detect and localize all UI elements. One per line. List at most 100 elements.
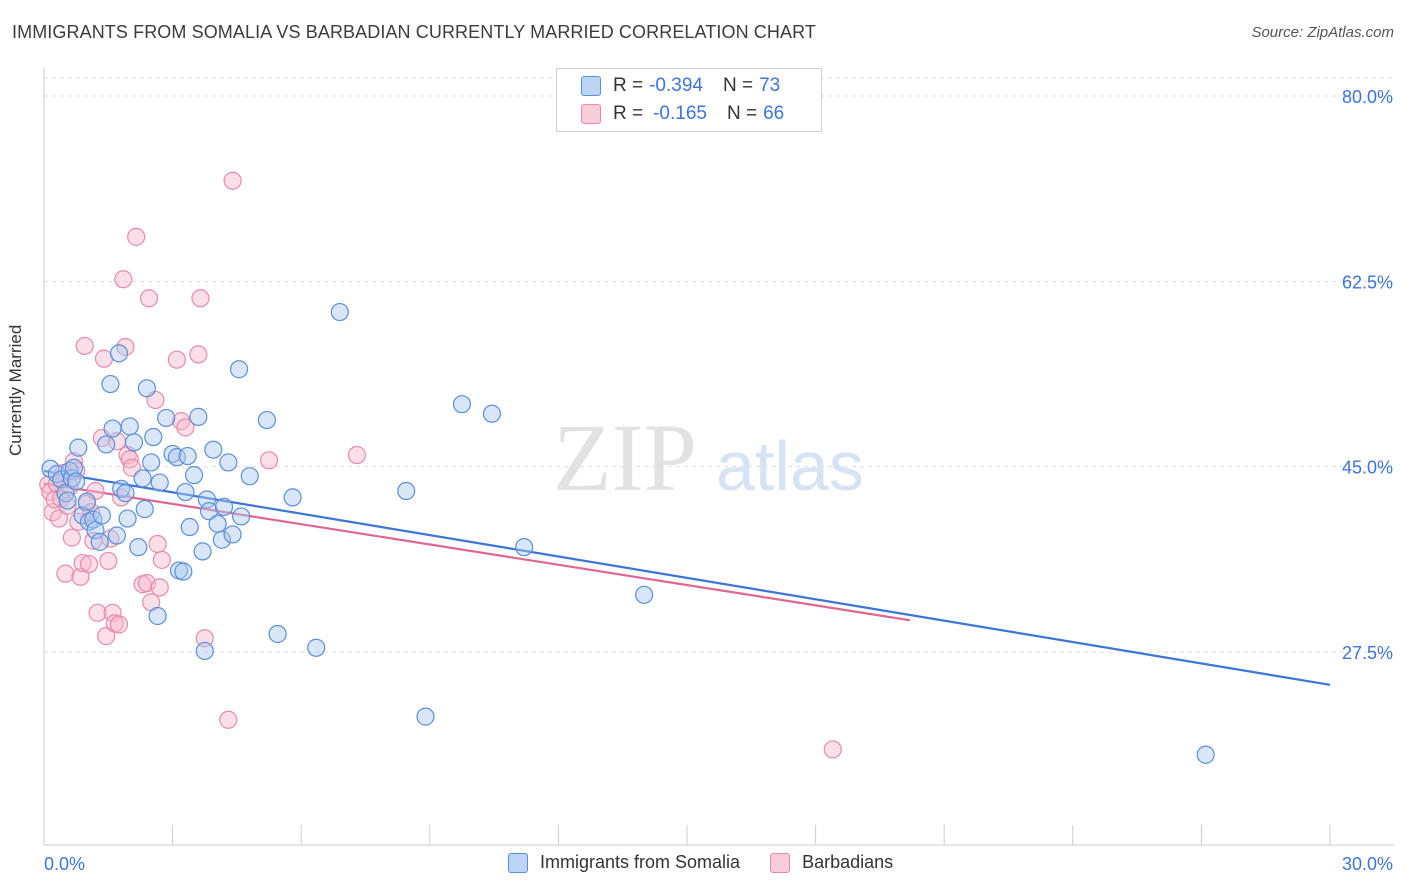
somalia-point	[142, 453, 161, 472]
somalia-point	[184, 466, 204, 485]
legend-item-somalia[interactable]: Immigrants from Somalia	[508, 852, 740, 873]
somalia-point	[157, 408, 176, 428]
somalia-point	[69, 438, 88, 457]
barbadian-point	[139, 289, 159, 308]
legend-item-barbadians[interactable]: Barbadians	[770, 852, 893, 873]
somalia-point	[219, 453, 238, 472]
barbadian-point	[99, 551, 118, 571]
legend-swatch-blue	[581, 76, 601, 96]
legend-swatch-pink	[770, 852, 791, 873]
somalia-point	[129, 538, 148, 557]
barbadian-point	[189, 345, 208, 364]
axes	[43, 68, 1394, 846]
chart-title: IMMIGRANTS FROM SOMALIA VS BARBADIAN CUR…	[12, 22, 816, 42]
y-tick-label: 45.0%	[1342, 458, 1393, 478]
trend-lines	[43, 469, 1331, 686]
y-tick-label: 80.0%	[1342, 87, 1393, 107]
somalia-point	[118, 509, 137, 528]
somalia-point	[107, 526, 126, 545]
somalia-point	[229, 360, 249, 379]
barbadian-point	[823, 740, 842, 759]
y-tick-label: 27.5%	[1342, 643, 1393, 663]
barbadian-point	[176, 418, 195, 437]
somalia-point	[515, 538, 534, 557]
barbadian-point	[223, 171, 242, 190]
barbadian-point	[49, 509, 69, 528]
legend-label-barbadians: Barbadians	[802, 852, 894, 872]
legend-r-label: R =	[613, 103, 644, 124]
somalia-point	[124, 433, 144, 452]
watermark-atlas: atlas	[716, 427, 864, 505]
somalia-point	[482, 404, 502, 423]
barbadian-point	[88, 603, 107, 622]
y-axis-label: Currently Married	[6, 324, 25, 456]
legend-swatch-blue	[508, 852, 528, 873]
barbadian-point	[127, 227, 146, 246]
somalia-point	[148, 606, 167, 626]
somalia-point	[90, 532, 109, 551]
somalia-point	[180, 517, 199, 537]
barbadian-point	[259, 451, 279, 470]
somalia-point	[144, 427, 163, 447]
barbadian-point	[75, 336, 94, 356]
legend-row-barbadians: R = -0.165 N = 66	[581, 101, 784, 127]
somalia-point	[101, 374, 120, 394]
legend-r-label: R =	[613, 75, 644, 96]
legend-row-somalia: R = -0.394 N = 73	[581, 73, 780, 99]
somalia-point	[397, 481, 416, 501]
somalia-point	[97, 435, 116, 454]
somalia-point	[137, 379, 156, 398]
somalia-point	[58, 491, 77, 510]
somalia-point	[150, 473, 169, 492]
source-label: Source: ZipAtlas.com	[1251, 24, 1394, 41]
somalia-point	[330, 302, 349, 322]
legend-n-value: 66	[763, 103, 785, 124]
watermark: ZIP atlas	[553, 404, 864, 511]
somalia-point	[193, 542, 212, 561]
somalia-point	[109, 344, 129, 363]
barbadian-point	[71, 567, 90, 586]
legend-r-value: -0.165	[653, 103, 707, 124]
legend-r-value: -0.394	[649, 75, 703, 96]
tick-labels: 27.5% 45.0% 62.5% 80.0% 0.0% 30.0%	[44, 87, 1393, 874]
somalia-point	[64, 458, 84, 477]
barbadian-point	[347, 445, 367, 465]
somalia-point	[268, 624, 287, 644]
somalia-point	[283, 488, 302, 507]
somalia-point	[77, 492, 96, 511]
legend-n-label: N =	[726, 103, 758, 124]
somalia-point	[214, 497, 234, 517]
somalia-trend-line	[43, 469, 1331, 686]
somalia-point	[176, 482, 195, 502]
somalia-point	[116, 484, 135, 503]
somalia-point	[174, 562, 193, 581]
barbadian-point	[114, 270, 133, 289]
barbadian-point	[191, 289, 210, 308]
legend-n-value: 73	[759, 75, 781, 96]
somalia-point	[197, 490, 216, 509]
scatter-points	[39, 171, 1215, 764]
y-tick-label: 62.5%	[1342, 272, 1393, 292]
somalia-point	[199, 502, 219, 521]
barbadian-point	[150, 578, 169, 597]
somalia-point	[257, 410, 277, 430]
somalia-point	[223, 525, 242, 544]
barbadian-point	[56, 564, 75, 583]
barbadian-point	[167, 350, 186, 369]
somalia-point	[635, 585, 654, 604]
watermark-zip: ZIP	[553, 404, 697, 511]
correlation-legend: R = -0.394 N = 73 R = -0.165 N = 66	[556, 68, 822, 132]
barbadian-point	[195, 629, 214, 648]
somalia-point	[307, 638, 326, 657]
series-legend: Immigrants from Somalia Barbadians	[508, 852, 923, 873]
somalia-point	[135, 499, 154, 519]
legend-n-label: N =	[722, 75, 754, 96]
barbadian-point	[62, 528, 81, 547]
somalia-point	[189, 407, 208, 426]
barbadian-trend-line	[43, 482, 911, 622]
barbadian-point	[148, 534, 167, 554]
somalia-point	[133, 469, 152, 488]
somalia-point	[452, 395, 472, 414]
somalia-point	[120, 417, 139, 436]
